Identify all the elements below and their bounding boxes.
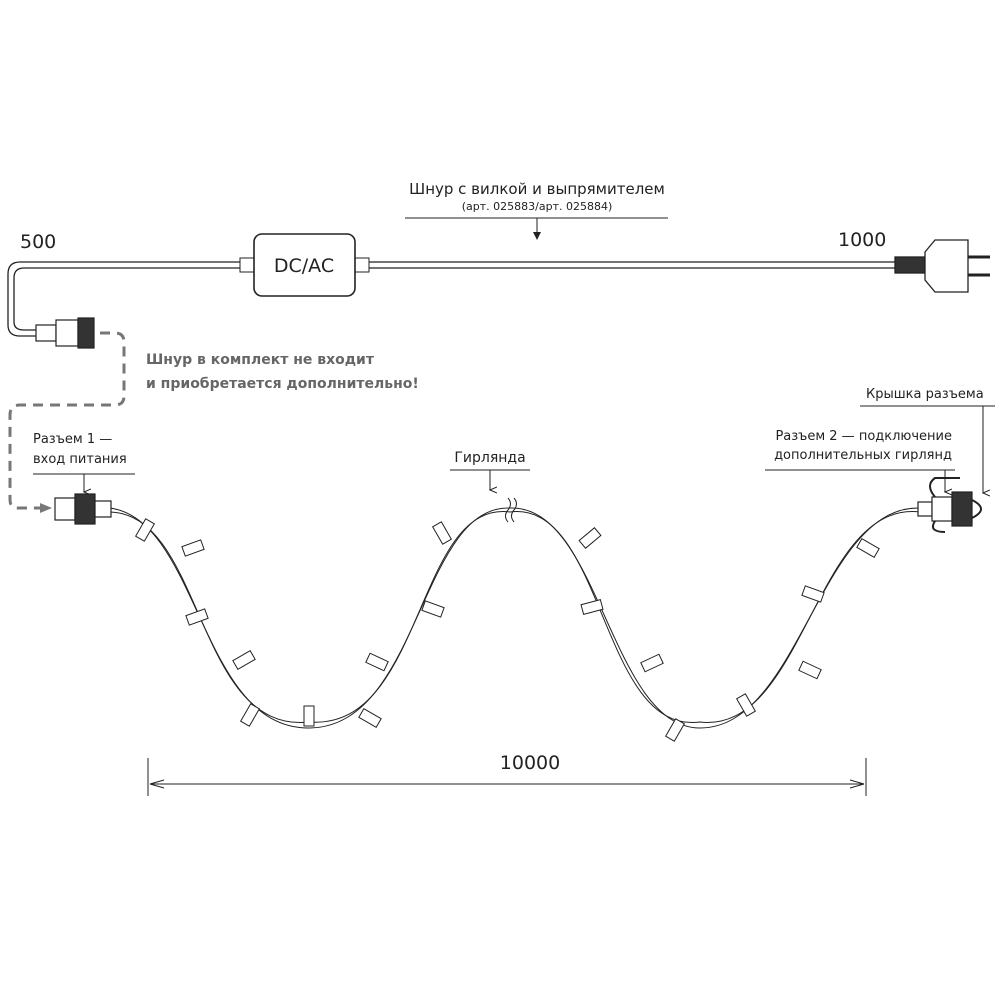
cord-connector xyxy=(35,317,95,349)
connector2-line2: дополнительных гирлянд xyxy=(774,448,952,463)
cord-label-article: (арт. 025883/арт. 025884) xyxy=(462,200,613,213)
connector-cap xyxy=(929,477,960,498)
connector1-line2: вход питания xyxy=(33,452,127,467)
cap-label: Крышка разъема xyxy=(866,387,984,402)
dim-500: 500 xyxy=(20,231,56,253)
dimension-10000 xyxy=(147,758,867,796)
note-line1: Шнур в комплект не входит xyxy=(146,352,375,368)
bulbs xyxy=(134,518,880,742)
connector-1 xyxy=(54,493,112,525)
dim-10000: 10000 xyxy=(500,752,560,774)
garland-label: Гирлянда xyxy=(454,450,525,466)
connector2-line1: Разъем 2 — подключение xyxy=(775,429,952,444)
dashed-connection xyxy=(8,331,126,510)
converter-label: DC/AC xyxy=(274,255,334,277)
break-mark xyxy=(505,497,517,523)
converter-box: DC/AC xyxy=(239,233,370,297)
plug-icon xyxy=(894,239,990,293)
connector1-line1: Разъем 1 — xyxy=(33,432,112,447)
note-line2: и приобретается дополнительно! xyxy=(146,376,419,392)
power-cord xyxy=(7,261,895,337)
garland-wire xyxy=(109,507,921,729)
cord-label-title: Шнур с вилкой и выпрямителем xyxy=(409,180,665,198)
dim-1000: 1000 xyxy=(838,229,886,251)
connector-2 xyxy=(917,477,982,533)
